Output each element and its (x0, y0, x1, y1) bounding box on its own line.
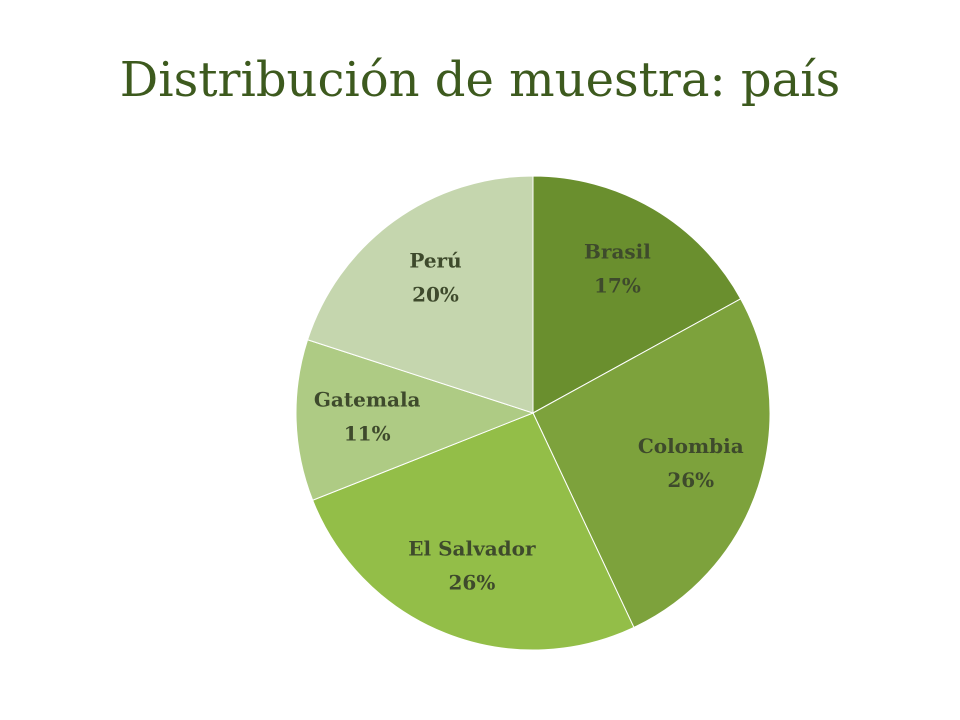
slice-value-label: 26% (667, 468, 714, 492)
slice-label: Perú (409, 248, 461, 272)
pie-slice (295, 339, 535, 501)
slice-label: Gatemala (314, 388, 421, 412)
slice-value-label: 20% (412, 282, 459, 306)
slice-label: El Salvador (408, 537, 536, 561)
pie-slice (532, 298, 771, 629)
pie-slice (311, 412, 635, 651)
slice-label: Colombia (638, 434, 744, 458)
pie-slice (306, 175, 534, 414)
slice-value-label: 26% (449, 571, 496, 595)
slice-value-label: 17% (594, 274, 641, 298)
slice-value-label: 11% (344, 422, 391, 446)
pie-slice (532, 175, 742, 414)
chart-title: Distribución de muestra: país (120, 52, 840, 108)
slice-label: Brasil (584, 240, 651, 264)
